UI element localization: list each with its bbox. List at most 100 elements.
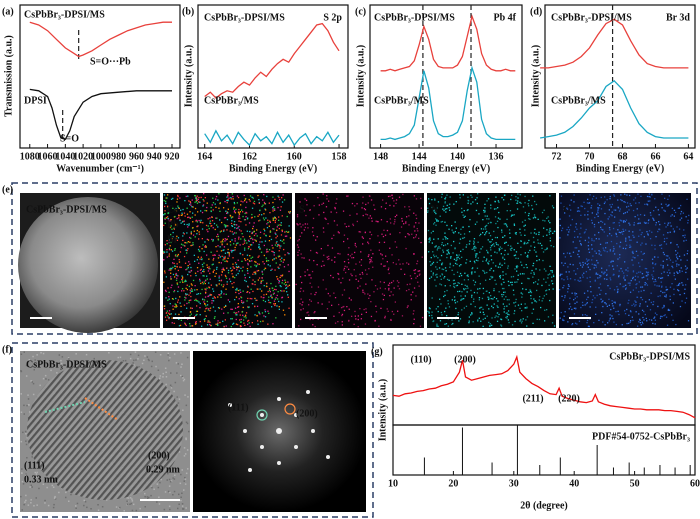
eds-dot (253, 231, 255, 233)
eds-dot (199, 258, 201, 260)
eds-dot (573, 313, 576, 315)
eds-dot (251, 237, 253, 239)
eds-dot (216, 217, 218, 219)
eds-dot (659, 228, 661, 231)
eds-dot (231, 251, 233, 253)
eds-dot (189, 311, 192, 313)
eds-dot (223, 256, 225, 258)
eds-dot (457, 256, 459, 258)
eds-dot (430, 232, 432, 234)
eds-dot (172, 197, 174, 200)
eds-dot (198, 233, 201, 235)
eds-dot (239, 319, 241, 321)
eds-dot (448, 251, 450, 254)
eds-dot (219, 246, 221, 248)
eds-dot (263, 296, 265, 299)
eds-dot (591, 239, 593, 242)
eds-dot (173, 228, 175, 230)
eds-dot (389, 218, 391, 220)
eds-dot (473, 238, 476, 240)
eds-dot (178, 259, 180, 261)
eds-dot (274, 216, 276, 218)
eds-dot (514, 281, 516, 283)
eds-dot (184, 299, 186, 301)
eds-dot (669, 231, 671, 233)
tem-noise (31, 381, 33, 383)
eds-dot (182, 232, 185, 234)
eds-dot (646, 305, 649, 307)
eds-dot (369, 258, 371, 260)
eds-dot (282, 194, 284, 196)
eds-dot (624, 313, 627, 315)
eds-dot (344, 265, 346, 267)
eds-dot (431, 206, 433, 209)
eds-dot (281, 275, 283, 277)
eds-dot (311, 231, 314, 233)
eds-dot (225, 210, 227, 212)
eds-dot (508, 314, 510, 316)
eds-dot (515, 232, 517, 234)
eds-dot (611, 303, 613, 305)
eds-dot (444, 285, 446, 287)
eds-dot (383, 281, 385, 284)
eds-dot (559, 237, 561, 239)
eds-dot (620, 199, 622, 201)
eds-dot (662, 260, 664, 262)
eds-dot (224, 256, 226, 258)
eds-dot (679, 219, 681, 221)
eds-dot (434, 198, 436, 200)
eds-dot (240, 230, 242, 232)
eds-dot (195, 310, 198, 312)
eds-dot (660, 264, 662, 266)
tem-noise (180, 352, 182, 354)
eds-dot (202, 205, 204, 207)
eds-dot (223, 293, 225, 295)
eds-dot (456, 263, 458, 265)
eds-dot (527, 254, 529, 257)
eds-dot (242, 201, 244, 203)
eds-dot (387, 269, 389, 271)
eds-dot (676, 284, 678, 287)
eds-dot (583, 272, 585, 274)
eds-dot (617, 258, 619, 260)
eds-dot (452, 322, 454, 325)
eds-dot (646, 231, 648, 233)
eds-dot (177, 299, 179, 301)
eds-dot (262, 217, 265, 219)
eds-dot (416, 228, 418, 230)
eds-dot (639, 303, 641, 305)
eds-dot (164, 289, 167, 291)
plot-frame (197, 4, 349, 149)
eds-dot (671, 207, 673, 209)
eds-dot (468, 320, 470, 322)
eds-dot (308, 314, 310, 316)
eds-dot (169, 245, 171, 247)
eds-dot (537, 279, 540, 281)
eds-dot (524, 241, 526, 243)
eds-dot (651, 231, 653, 233)
eds-dot (346, 266, 348, 268)
eds-dot (168, 249, 171, 251)
eds-dot (168, 255, 170, 257)
eds-dot (483, 256, 485, 258)
eds-dot (478, 297, 481, 299)
eds-dot (647, 273, 649, 275)
eds-dot (517, 278, 519, 281)
eds-dot (362, 214, 364, 217)
eds-dot (433, 223, 435, 225)
eds-dot (236, 202, 238, 204)
tem-noise (27, 398, 30, 400)
eds-dot (264, 300, 267, 303)
eds-dot (174, 248, 176, 250)
eds-dot (377, 221, 379, 223)
eds-dot (433, 210, 435, 212)
eds-dot (383, 265, 385, 267)
eds-dot (667, 308, 670, 311)
eds-dot (251, 298, 253, 300)
eds-dot (393, 313, 395, 315)
eds-dot (184, 242, 186, 244)
eds-dot (232, 276, 234, 278)
eds-dot (466, 291, 468, 293)
eds-dot (545, 281, 547, 283)
eds-dot (587, 259, 589, 261)
